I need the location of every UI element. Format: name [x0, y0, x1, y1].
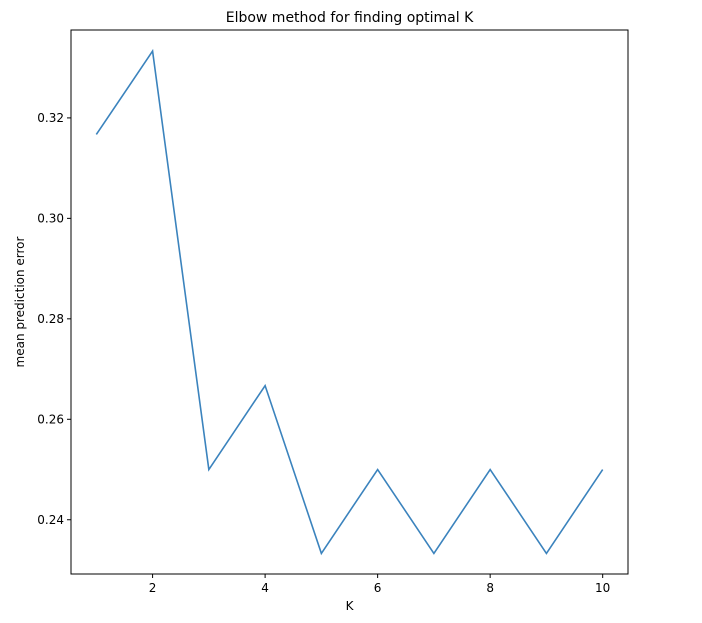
x-tick-label: 6 — [374, 581, 382, 595]
y-tick-label: 0.26 — [37, 412, 64, 426]
y-tick-label: 0.28 — [37, 312, 64, 326]
y-axis-ticks: 0.24 0.26 0.28 0.30 0.32 — [37, 111, 71, 527]
x-axis-label: K — [346, 599, 355, 613]
x-tick-label: 8 — [486, 581, 494, 595]
chart-title: Elbow method for finding optimal K — [226, 10, 474, 26]
x-tick-label: 10 — [595, 581, 610, 595]
x-axis-ticks: 2 4 6 8 10 — [149, 574, 610, 595]
y-tick-label: 0.24 — [37, 513, 64, 527]
axes-frame — [70, 29, 629, 575]
x-tick-label: 2 — [149, 581, 157, 595]
y-axis-label: mean prediction error — [13, 236, 27, 367]
series-line — [95, 48, 604, 556]
x-tick-label: 4 — [261, 581, 269, 595]
y-tick-label: 0.32 — [37, 111, 64, 125]
y-tick-label: 0.30 — [37, 211, 64, 225]
